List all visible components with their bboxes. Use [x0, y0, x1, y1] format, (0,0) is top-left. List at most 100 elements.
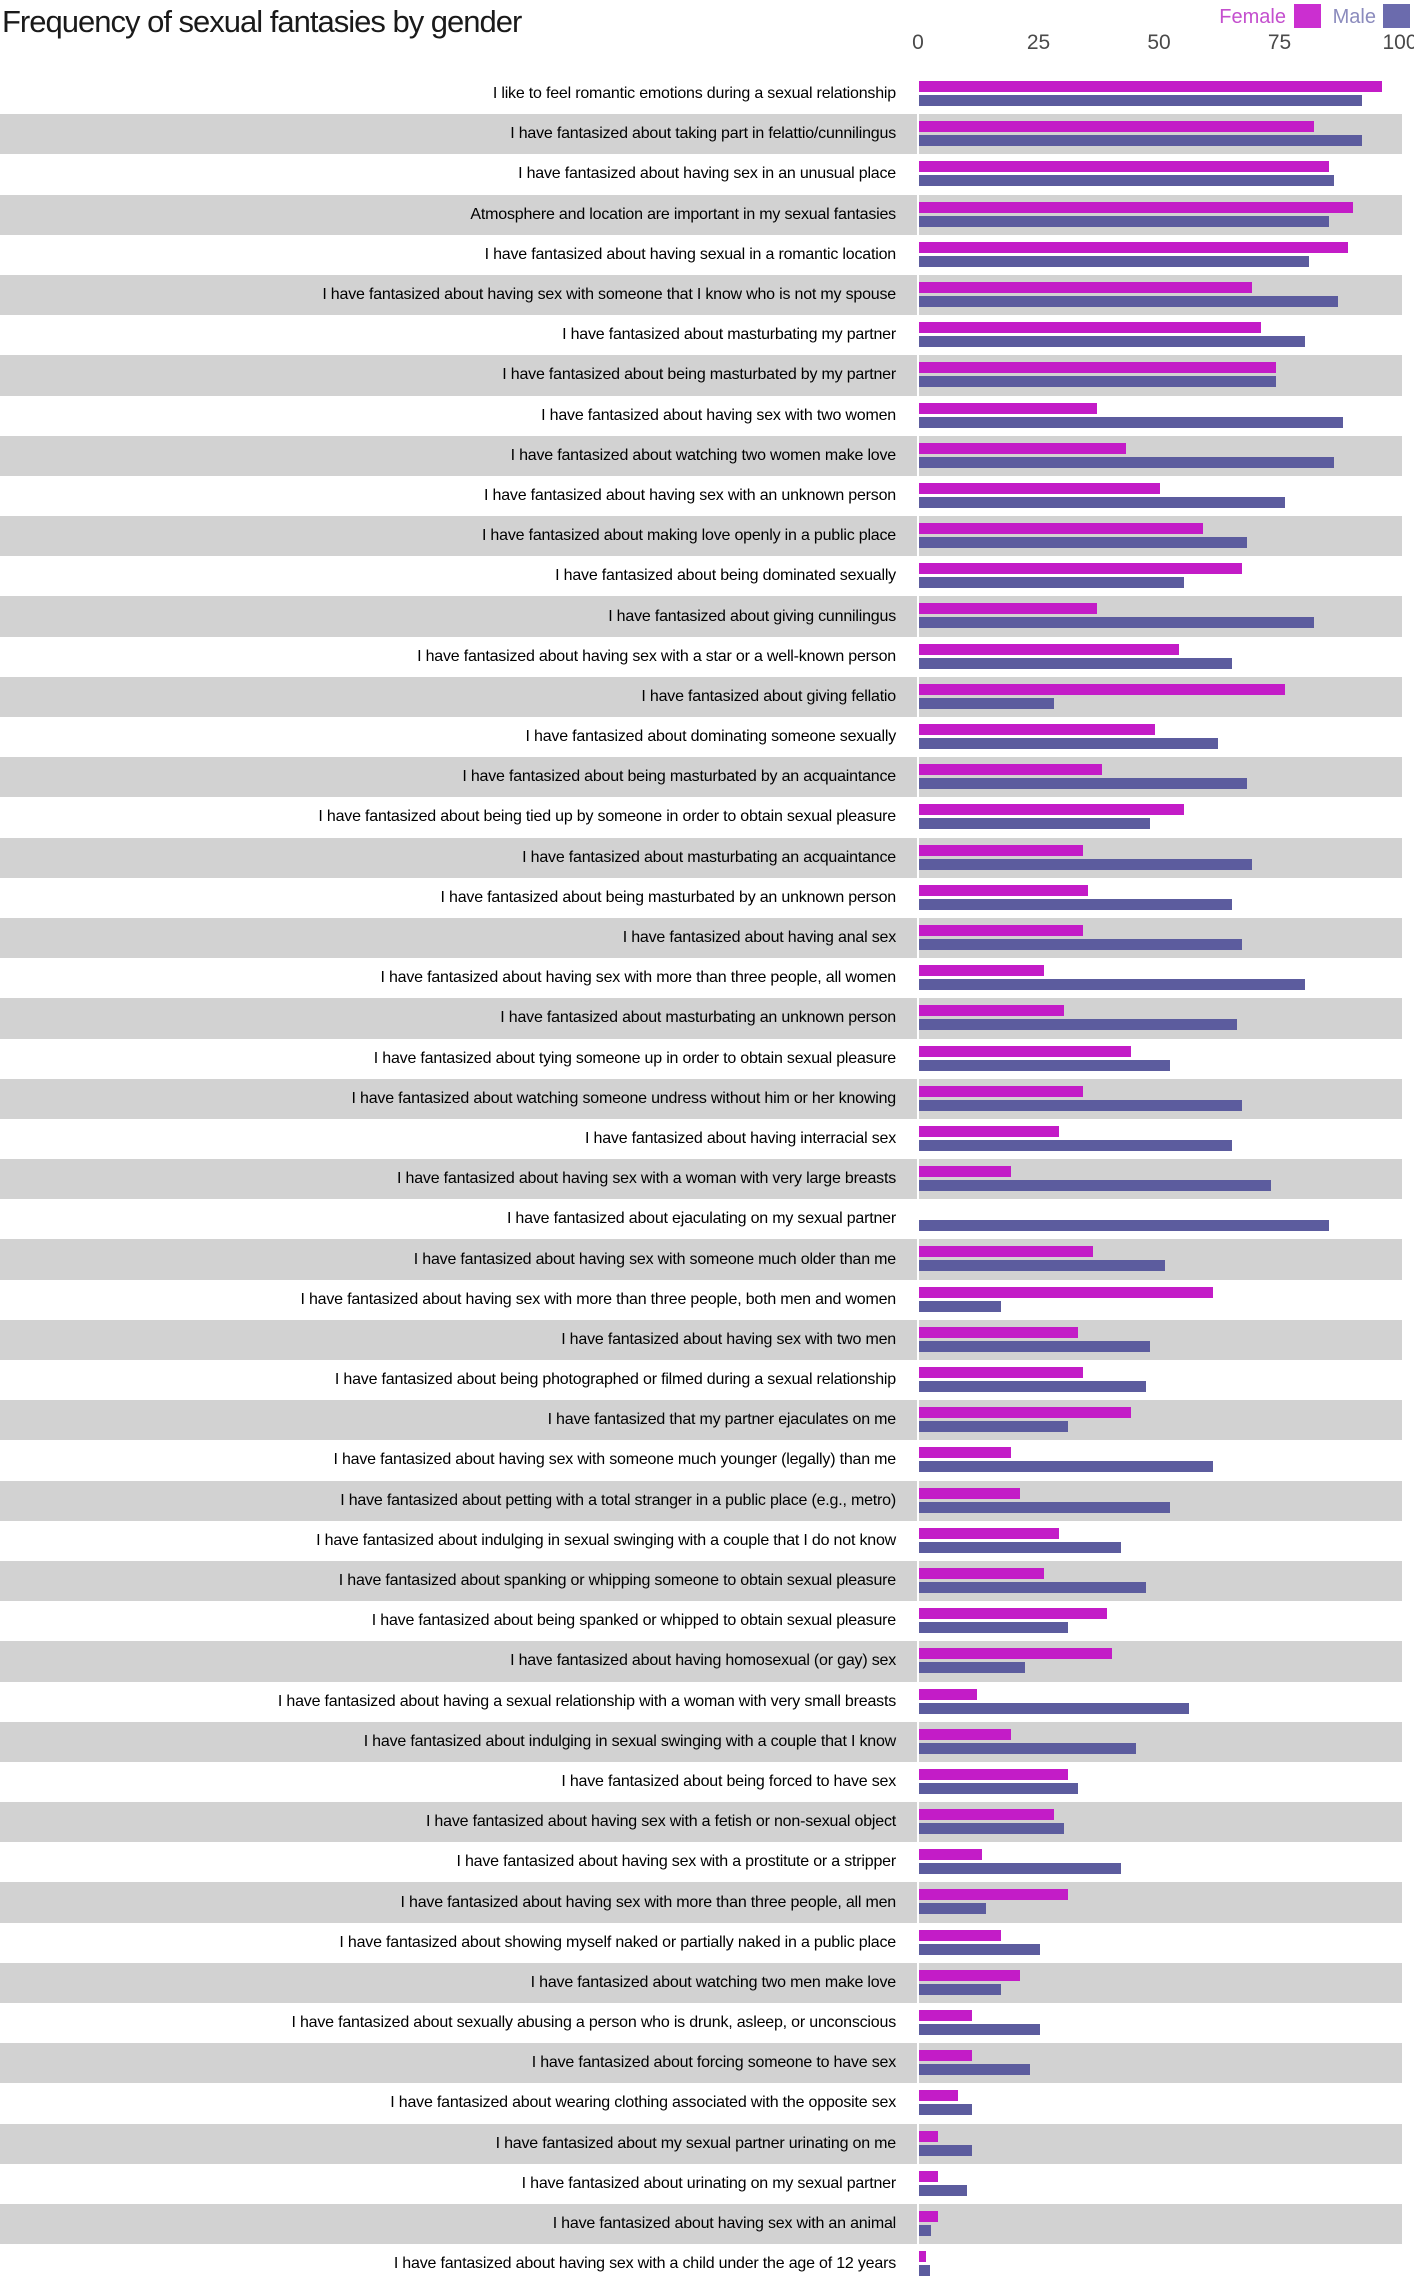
chart-row: I have fantasized about taking part in f…: [0, 114, 1402, 155]
female-bar: [919, 482, 1160, 494]
male-bar: [919, 175, 1334, 187]
male-bar: [919, 738, 1218, 749]
female-bar: [919, 1929, 1001, 1941]
bar-group: [919, 523, 1247, 549]
bar-group: [919, 1567, 1146, 1593]
bar-group: [919, 281, 1339, 307]
female-bar: [919, 2050, 973, 2062]
bar-group: [919, 201, 1353, 227]
row-label: I have fantasized about spanking or whip…: [338, 1572, 896, 1590]
chart-row: I have fantasized about indulging in sex…: [0, 1521, 1402, 1561]
male-bar: [919, 818, 1151, 830]
female-bar: [919, 1326, 1079, 1338]
row-label: I have fantasized about having sex with …: [397, 1170, 896, 1188]
chart-row: I have fantasized about having sex with …: [0, 2244, 1402, 2284]
bar-group: [919, 1487, 1170, 1513]
male-bar: [919, 778, 1247, 790]
male-bar: [919, 1782, 1079, 1794]
male-bar: [919, 255, 1310, 267]
female-bar: [919, 2010, 973, 2021]
chart-row: I have fantasized about ejaculating on m…: [0, 1199, 1402, 1239]
male-bar: [919, 898, 1233, 910]
male-bar: [919, 1300, 1001, 1312]
row-label: I have fantasized about having sex with …: [456, 1853, 896, 1871]
bar-group: [919, 1045, 1170, 1071]
female-bar: [919, 683, 1286, 695]
chart-row: I have fantasized about having interraci…: [0, 1119, 1402, 1159]
chart-row: I have fantasized about having sex with …: [0, 476, 1402, 516]
row-label: I have fantasized about having sex with …: [413, 1250, 896, 1268]
legend-female-swatch-icon: [1294, 4, 1321, 28]
bar-group: [919, 965, 1305, 991]
bar-group: [919, 1527, 1122, 1553]
chart-row: I have fantasized about having sex with …: [0, 1882, 1402, 1923]
male-bar: [919, 1139, 1233, 1151]
bar-group: [919, 683, 1286, 709]
female-bar: [919, 121, 1315, 133]
row-label: I have fantasized about giving fellatio: [641, 687, 896, 705]
bar-group: [919, 1728, 1136, 1754]
chart-row: I have fantasized about masturbating an …: [0, 837, 1402, 878]
female-bar: [919, 2210, 939, 2222]
bar-group: [919, 402, 1344, 428]
bar-group: [919, 2050, 1030, 2076]
female-bar: [919, 1969, 1021, 1981]
male-bar: [919, 135, 1363, 147]
row-label: I have fantasized about having sex with …: [425, 1813, 896, 1831]
male-bar: [919, 537, 1247, 549]
chart-row: I have fantasized about having sex with …: [0, 2203, 1402, 2245]
bar-group: [919, 1889, 1069, 1915]
bar-group: [919, 1407, 1132, 1433]
male-bar: [919, 1421, 1069, 1433]
male-bar: [919, 1622, 1069, 1634]
chart-row: I have fantasized about being dominated …: [0, 556, 1402, 596]
female-bar: [919, 804, 1185, 816]
female-bar: [919, 81, 1382, 92]
bar-group: [919, 764, 1247, 790]
female-bar: [919, 965, 1045, 977]
row-label: I have fantasized about having sex with …: [300, 1290, 896, 1308]
male-bar: [919, 1863, 1122, 1875]
female-bar: [919, 1367, 1083, 1378]
bar-group: [919, 161, 1334, 187]
chart-row: I have fantasized about having sex with …: [0, 396, 1402, 436]
male-bar: [919, 2265, 931, 2277]
row-label: I have fantasized about being forced to …: [561, 1772, 896, 1790]
male-bar: [919, 1461, 1214, 1473]
row-label: I have fantasized about being spanked or…: [371, 1612, 896, 1630]
legend-female-label: Female: [1219, 6, 1286, 28]
female-bar: [919, 1849, 982, 1861]
bar-group: [919, 482, 1286, 508]
chart-row: I have fantasized about having sexual in…: [0, 235, 1402, 275]
chart-row: I have fantasized about spanking or whip…: [0, 1560, 1402, 1602]
row-label: I like to feel romantic emotions during …: [492, 85, 896, 103]
chart-row: I have fantasized about making love open…: [0, 516, 1402, 557]
row-label: I have fantasized about being masturbate…: [440, 888, 897, 906]
bar-group: [919, 643, 1233, 669]
bar-group: [919, 1125, 1233, 1151]
row-label: I have fantasized about having sex with …: [333, 1451, 896, 1469]
chart-row: I have fantasized about having sex with …: [0, 1280, 1402, 1320]
row-label: I have fantasized about giving cunniling…: [608, 607, 896, 625]
chart-row: I have fantasized about dominating someo…: [0, 717, 1402, 757]
female-bar: [919, 563, 1242, 575]
bar-group: [919, 1608, 1107, 1634]
male-bar: [919, 1702, 1189, 1714]
row-label: I have fantasized about having homosexua…: [510, 1652, 896, 1670]
row-label: I have fantasized about sexually abusing…: [291, 2014, 896, 2032]
bar-group: [919, 2170, 968, 2196]
bar-group: [919, 1166, 1271, 1192]
chart-row: I have fantasized about being tied up by…: [0, 797, 1402, 837]
row-label: I have fantasized about being tied up by…: [318, 808, 896, 826]
male-bar: [919, 657, 1233, 669]
chart-row: I have fantasized about being forced to …: [0, 1762, 1402, 1802]
female-bar: [919, 1085, 1083, 1097]
female-bar: [919, 884, 1088, 896]
row-label: I have fantasized about dominating someo…: [525, 728, 897, 746]
chart-row: I have fantasized about having sex with …: [0, 1239, 1402, 1280]
chart-row: I have fantasized about tying someone up…: [0, 1039, 1402, 1079]
chart-row: I have fantasized about being spanked or…: [0, 1601, 1402, 1641]
female-bar: [919, 201, 1353, 213]
row-label: Atmosphere and location are important in…: [470, 205, 896, 223]
female-bar: [919, 1246, 1093, 1258]
